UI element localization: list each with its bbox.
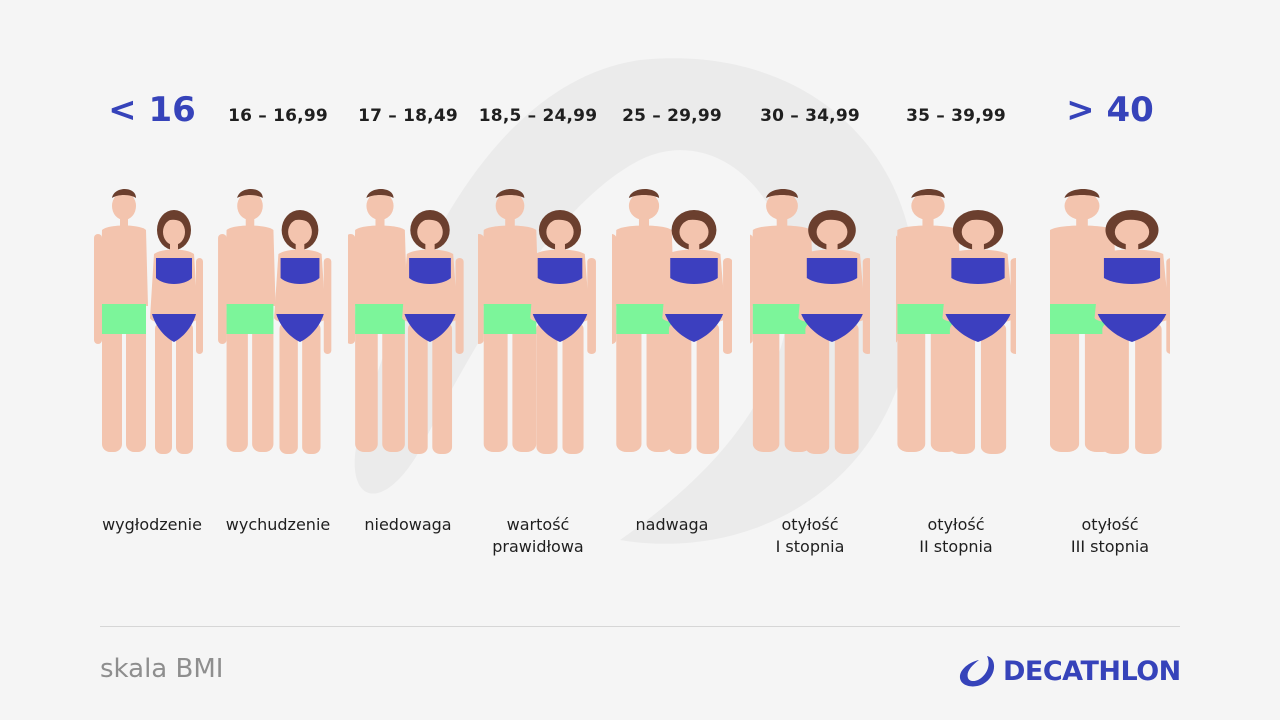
female-figure: [150, 210, 203, 454]
bmi-category-label: otyłość II stopnia: [876, 514, 1036, 558]
bmi-range-label: > 40: [1066, 90, 1154, 130]
brand-name: DECATHLON: [1003, 655, 1181, 687]
bmi-category-line: otyłość: [927, 515, 985, 534]
bmi-category-line: nadwaga: [635, 515, 709, 534]
bmi-category-line: I stopnia: [775, 537, 845, 556]
male-figure: [750, 189, 814, 452]
bmi-range-label: 18,5 – 24,99: [478, 106, 598, 126]
male-figure: [94, 189, 148, 452]
bmi-range-label: 25 – 29,99: [622, 106, 722, 126]
bmi-range-label: 30 – 34,99: [760, 106, 860, 126]
bmi-category-line: prawidłowa: [492, 537, 584, 556]
male-figure: [612, 189, 675, 452]
bmi-category-line: otyłość: [1081, 515, 1139, 534]
male-figure: [348, 189, 408, 452]
bmi-range-label: < 16: [108, 90, 196, 130]
body-figure-pair: [218, 189, 332, 454]
female-figure: [798, 210, 870, 454]
bmi-range-label: 35 – 39,99: [906, 106, 1006, 126]
body-figure-pair: [896, 189, 1016, 454]
female-figure: [530, 210, 596, 454]
female-figure: [662, 210, 732, 454]
body-figure-pair: [94, 189, 203, 454]
bmi-category-line: III stopnia: [1070, 537, 1150, 556]
bmi-category-line: wygłodzenie: [102, 515, 202, 534]
bmi-category-line: wychudzenie: [225, 515, 331, 534]
female-figure: [274, 210, 332, 454]
male-figure: [478, 189, 539, 452]
body-figure-pair: [348, 189, 464, 454]
body-figure-pair: [750, 189, 870, 454]
bmi-category-label: otyłość I stopnia: [730, 514, 890, 558]
bmi-category-line: otyłość: [781, 515, 839, 534]
bmi-range-label: 16 – 16,99: [228, 106, 328, 126]
bmi-category-label: wygłodzenie: [72, 514, 232, 536]
bmi-category-line: II stopnia: [919, 537, 993, 556]
female-figure: [1094, 210, 1170, 454]
bmi-category-line: niedowaga: [364, 515, 452, 534]
decathlon-logo: DECATHLON: [957, 651, 1181, 691]
bmi-category-label: nadwaga: [592, 514, 752, 536]
body-figure-pair: [1050, 189, 1170, 454]
bmi-range-label: 17 – 18,49: [358, 106, 458, 126]
male-figure: [896, 189, 962, 452]
male-figure: [218, 189, 276, 452]
decathlon-logo-icon: [959, 656, 995, 687]
body-figure-pair: [612, 189, 732, 454]
bmi-category-label: otyłość III stopnia: [1030, 514, 1190, 558]
body-figure-pair: [478, 189, 596, 454]
female-figure: [402, 210, 464, 454]
footer-divider: [100, 626, 1180, 627]
female-figure: [942, 210, 1016, 454]
bmi-category-label: wychudzenie: [198, 514, 358, 536]
bmi-category-label: niedowaga: [328, 514, 488, 536]
bmi-category-line: wartość: [506, 515, 570, 534]
footer-title: skala BMI: [100, 654, 224, 684]
bmi-category-label: wartość prawidłowa: [458, 514, 618, 558]
